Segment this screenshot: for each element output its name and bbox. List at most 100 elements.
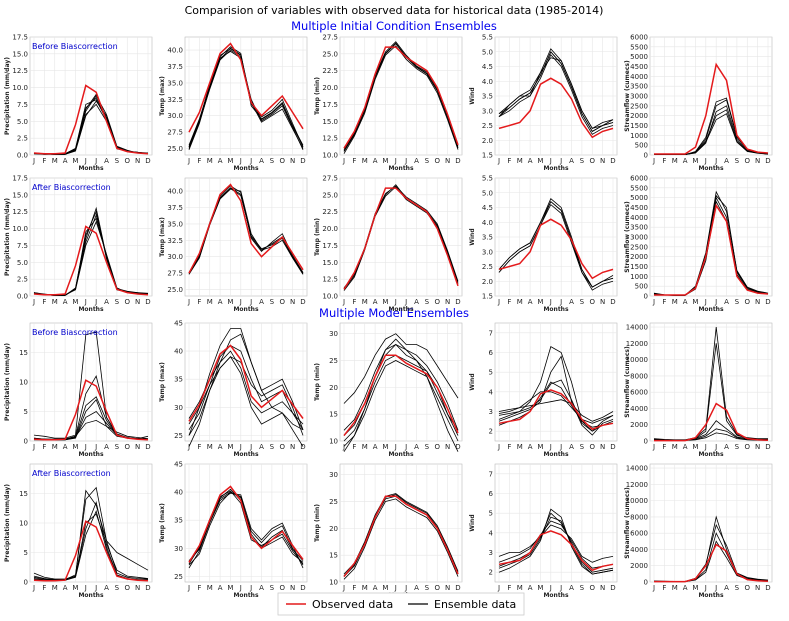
- x-tick-label: N: [600, 298, 605, 306]
- x-tick-label: N: [755, 298, 760, 306]
- x-tick-label: A: [724, 298, 729, 306]
- y-tick-label: 0.0: [17, 293, 28, 301]
- x-tick-label: M: [537, 584, 543, 592]
- ensemble-line: [498, 512, 614, 573]
- y-tick-label: 5500: [630, 184, 648, 192]
- x-tick-label: F: [662, 298, 666, 306]
- y-tick-label: 25.0: [167, 145, 183, 153]
- x-tick-label: A: [373, 157, 378, 165]
- x-axis-label: Months: [698, 592, 724, 599]
- x-tick-label: J: [394, 298, 397, 306]
- ensemble-line: [188, 356, 304, 436]
- x-axis-label: Months: [78, 165, 104, 172]
- y-tick-label: 1.5: [482, 293, 493, 301]
- y-tick-label: 5: [24, 549, 28, 557]
- y-tick-label: 30.0: [167, 253, 183, 261]
- y-tick-label: 4500: [630, 63, 648, 71]
- y-axis-label: Temp (min): [314, 504, 321, 542]
- x-tick-label: A: [259, 298, 264, 306]
- y-tick-label: 500: [635, 142, 648, 150]
- x-tick-label: J: [652, 298, 655, 306]
- x-tick-label: J: [32, 443, 35, 451]
- x-tick-label: M: [227, 443, 233, 451]
- x-tick-label: A: [528, 584, 533, 592]
- x-tick-label: M: [52, 157, 58, 165]
- x-tick-label: J: [704, 443, 707, 451]
- x-tick-label: J: [652, 443, 655, 451]
- plot-area: [339, 322, 463, 442]
- x-tick-label: O: [125, 443, 131, 451]
- x-tick-label: J: [549, 157, 552, 165]
- panel-r0-c2: J F M A M J J A S O N D10.012.515.017.520.022.525.0…: [314, 34, 463, 172]
- x-tick-label: O: [435, 157, 441, 165]
- x-tick-label: J: [187, 584, 190, 592]
- x-tick-label: J: [187, 298, 190, 306]
- panel-r1-c4: J F M A M J J A S O N D0500100015002000250030003500…: [624, 175, 773, 313]
- y-tick-label: 12.5: [12, 67, 28, 75]
- bias-correction-label: Before Biascorrection: [32, 328, 118, 337]
- x-tick-label: A: [724, 443, 729, 451]
- y-tick-label: 45: [174, 320, 183, 328]
- y-axis-label: Wind: [469, 87, 476, 104]
- x-tick-label: F: [197, 157, 201, 165]
- x-tick-label: S: [425, 298, 430, 306]
- x-tick-label: M: [382, 584, 388, 592]
- x-tick-label: A: [259, 584, 264, 592]
- x-tick-label: S: [735, 298, 740, 306]
- x-tick-label: J: [394, 584, 397, 592]
- y-tick-label: 12000: [626, 481, 648, 489]
- y-tick-label: 27.5: [322, 34, 338, 42]
- y-axis-label: Temp (min): [314, 218, 321, 256]
- y-tick-label: 15: [329, 552, 338, 560]
- y-tick-label: 3500: [630, 83, 648, 91]
- x-tick-label: A: [63, 443, 68, 451]
- y-tick-label: 12.5: [322, 276, 338, 284]
- y-tick-label: 5.0: [482, 48, 493, 56]
- x-tick-label: O: [125, 584, 131, 592]
- x-tick-label: M: [207, 298, 213, 306]
- y-tick-label: 2000: [630, 112, 648, 120]
- x-tick-label: A: [63, 584, 68, 592]
- observed-line: [654, 203, 769, 296]
- y-tick-label: 40.0: [167, 47, 183, 55]
- y-tick-label: 4.0: [482, 219, 493, 227]
- y-tick-label: 4500: [630, 204, 648, 212]
- x-tick-label: J: [32, 298, 35, 306]
- ensemble-line: [33, 489, 149, 580]
- x-tick-label: M: [227, 584, 233, 592]
- observed-line: [188, 485, 304, 563]
- ensemble-line: [343, 344, 459, 431]
- x-tick-label: J: [559, 443, 562, 451]
- x-tick-label: M: [227, 298, 233, 306]
- x-tick-label: D: [455, 157, 460, 165]
- x-tick-label: D: [610, 584, 615, 592]
- x-tick-label: J: [249, 298, 252, 306]
- y-tick-label: 12000: [626, 340, 648, 348]
- y-tick-label: 5.0: [482, 189, 493, 197]
- x-tick-label: A: [414, 298, 419, 306]
- y-tick-label: 2000: [630, 421, 648, 429]
- y-tick-label: 1000: [630, 273, 648, 281]
- y-tick-label: 3.0: [482, 248, 493, 256]
- x-axis-label: Months: [388, 306, 414, 313]
- y-tick-label: 14000: [626, 324, 648, 332]
- x-axis-label: Months: [78, 592, 104, 599]
- y-tick-label: 4000: [630, 73, 648, 81]
- x-tick-label: M: [672, 584, 678, 592]
- ensemble-line: [33, 513, 149, 580]
- y-tick-label: 17.5: [12, 175, 28, 183]
- observed-line: [343, 354, 459, 437]
- ensemble-line: [343, 493, 459, 575]
- ensemble-line: [188, 345, 304, 431]
- y-tick-label: 22.5: [322, 208, 338, 216]
- x-tick-label: J: [404, 298, 407, 306]
- y-tick-label: 3.0: [482, 107, 493, 115]
- y-axis-label: Temp (min): [314, 363, 321, 401]
- x-tick-label: J: [497, 298, 500, 306]
- y-axis-label: Wind: [469, 373, 476, 390]
- x-axis-label: Months: [698, 451, 724, 458]
- ensemble-line: [188, 492, 304, 569]
- y-tick-label: 15.0: [12, 191, 28, 199]
